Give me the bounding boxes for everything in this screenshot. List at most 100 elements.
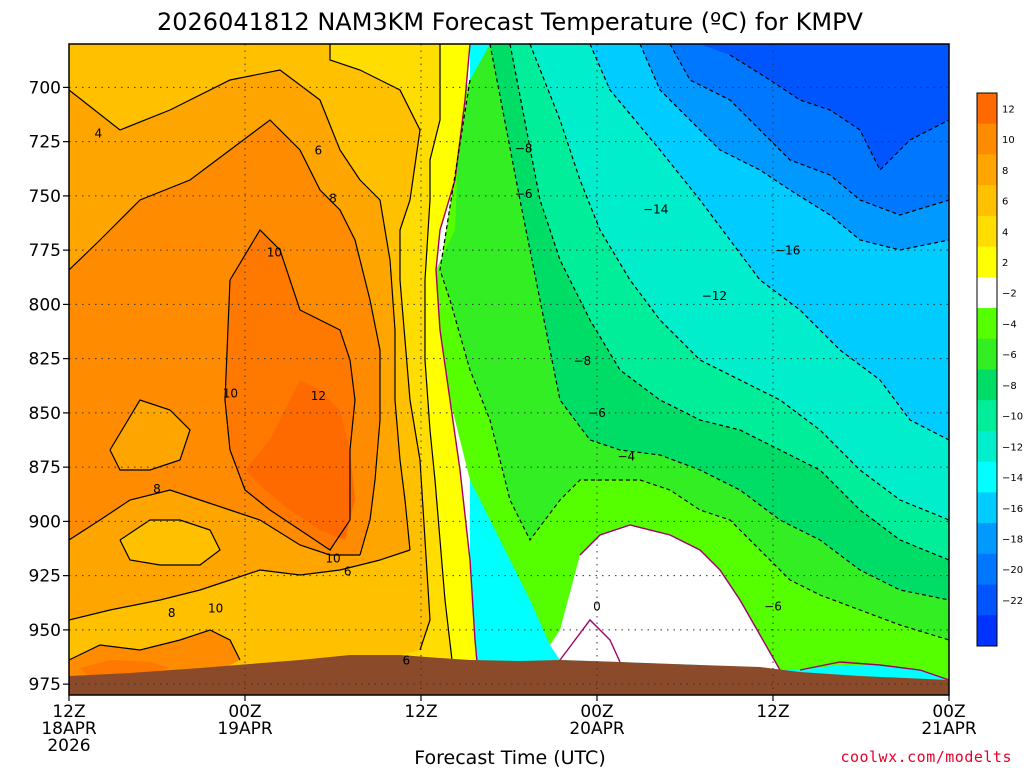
y-tick-label: 950 (29, 621, 61, 641)
x-tick-label: 12Z (404, 702, 437, 722)
colorbar-bin (977, 615, 997, 647)
contour-label: 10 (325, 552, 340, 566)
y-tick-label: 875 (29, 458, 61, 478)
contour-label: 8 (153, 482, 161, 496)
colorbar-bin (977, 308, 997, 340)
contour-label: 10 (208, 602, 223, 616)
y-axis: 700 725 750 775 800 825 850 875 900 925 950 975 (29, 78, 69, 695)
colorbar-bin (977, 277, 997, 309)
colorbar-bin (977, 584, 997, 616)
colorbar-tick-label: −12 (1002, 442, 1023, 453)
colorbar-bin (977, 154, 997, 186)
contour-label: −6 (588, 406, 606, 420)
contour-label: −8 (573, 354, 591, 368)
y-tick-label: 925 (29, 567, 61, 587)
x-tick-label: 21APR (921, 719, 977, 739)
x-tick-label: 00Z (228, 702, 261, 722)
colorbar-bin (977, 400, 997, 432)
x-tick-label: 12Z (756, 702, 789, 722)
gridlines (69, 44, 949, 695)
colorbar-tick-label: −2 (1002, 289, 1017, 300)
colorbar-bin (977, 523, 997, 555)
colorbar-tick-label: −8 (1002, 381, 1017, 392)
colorbar-tick-label: 12 (1002, 104, 1015, 115)
contour-label: −8 (515, 142, 533, 156)
terrain-surface (69, 655, 949, 695)
region-minus10 (510, 44, 949, 560)
contour-label: 6 (403, 654, 411, 668)
region-minus6 (440, 44, 949, 640)
region-plus12-surface (80, 660, 170, 678)
contour-label: −6 (764, 599, 782, 613)
x-tick-label: 12Z (52, 702, 85, 722)
colorbar: 12 10 8 6 4 2 −2 −4 −6 −8 −10 −12 −14 −16 −18 −20 −22 (976, 92, 1023, 647)
colorbar-tick-label: −4 (1002, 319, 1017, 330)
colorbar-tick-label: −14 (1002, 473, 1023, 484)
colorbar-tick-label: −22 (1002, 596, 1023, 607)
region-plus6-pocket (120, 520, 220, 565)
contour-label: −14 (643, 202, 668, 216)
y-tick-label: 825 (29, 350, 61, 370)
region-minus8 (490, 44, 949, 600)
y-tick-label: 975 (29, 675, 61, 695)
y-tick-label: 850 (29, 404, 61, 424)
plot-frame (68, 43, 950, 696)
y-tick-label: 725 (29, 133, 61, 153)
y-tick-label: 900 (29, 512, 61, 532)
contour-label: 0 (593, 599, 601, 613)
contour-labels: 4 6 8 10 10 12 8 8 10 10 6 6 −8 −6 −8 −6 −4 0 −14 −16 −12 −6 (95, 126, 801, 667)
contour-label: −4 (617, 450, 635, 464)
y-tick-label: 750 (29, 187, 61, 207)
contour-label: −12 (702, 289, 727, 303)
colorbar-tick-label: 10 (1002, 135, 1015, 146)
colorbar-bin (977, 123, 997, 155)
contour-label: 12 (311, 389, 326, 403)
region-minus14 (530, 44, 949, 520)
region-minus24 (700, 44, 949, 170)
x-axis-label: Forecast Time (UTC) (414, 747, 605, 768)
colorbar-tick-label: 2 (1002, 258, 1008, 269)
colorbar-tick-label: −16 (1002, 504, 1023, 515)
region-plus14 (245, 380, 355, 540)
contour-label: 8 (168, 606, 176, 620)
x-tick-label: 2026 (47, 736, 90, 756)
chart-title: 2026041812 NAM3KM Forecast Temperature (… (157, 8, 864, 36)
region-near-zero-pocket (550, 525, 780, 670)
contour-label: 6 (315, 144, 323, 158)
colorbar-bin (977, 430, 997, 463)
colorbar-bin (977, 246, 997, 278)
colorbar-bin (977, 461, 997, 493)
colorbar-tick-label: −10 (1002, 412, 1023, 423)
colorbar-bin (977, 553, 997, 586)
contour-label: −16 (775, 243, 800, 257)
plot-fill (69, 44, 949, 695)
colorbar-tick-label: −6 (1002, 350, 1017, 361)
x-tick-label: 20APR (569, 719, 625, 739)
contour-label: 6 (344, 565, 352, 579)
contour-label: −6 (515, 187, 533, 201)
contour-label: 8 (329, 191, 337, 205)
colorbar-tick-label: 8 (1002, 166, 1008, 177)
contour-label: 4 (95, 126, 103, 140)
colorbar-tick-label: −18 (1002, 534, 1023, 545)
colorbar-bin (977, 338, 997, 370)
y-tick-label: 800 (29, 295, 61, 315)
region-minus4 (436, 80, 949, 680)
colorbar-bin (977, 369, 997, 401)
colorbar-tick-label: 6 (1002, 197, 1008, 208)
y-tick-label: 775 (29, 241, 61, 261)
colorbar-bin (977, 492, 997, 524)
colorbar-bin (977, 215, 997, 248)
contour-lines (69, 44, 949, 695)
x-tick-label: 00Z (580, 702, 613, 722)
colorbar-bin (977, 93, 997, 125)
colorbar-frame (976, 92, 998, 647)
x-tick-label: 00Z (932, 702, 965, 722)
x-tick-label: 18APR (41, 719, 97, 739)
colorbar-tick-label: 4 (1002, 227, 1008, 238)
x-tick-label: 19APR (217, 719, 273, 739)
contour-label: 10 (267, 246, 282, 260)
credit-text: coolwx.com/modelts (840, 748, 1012, 766)
